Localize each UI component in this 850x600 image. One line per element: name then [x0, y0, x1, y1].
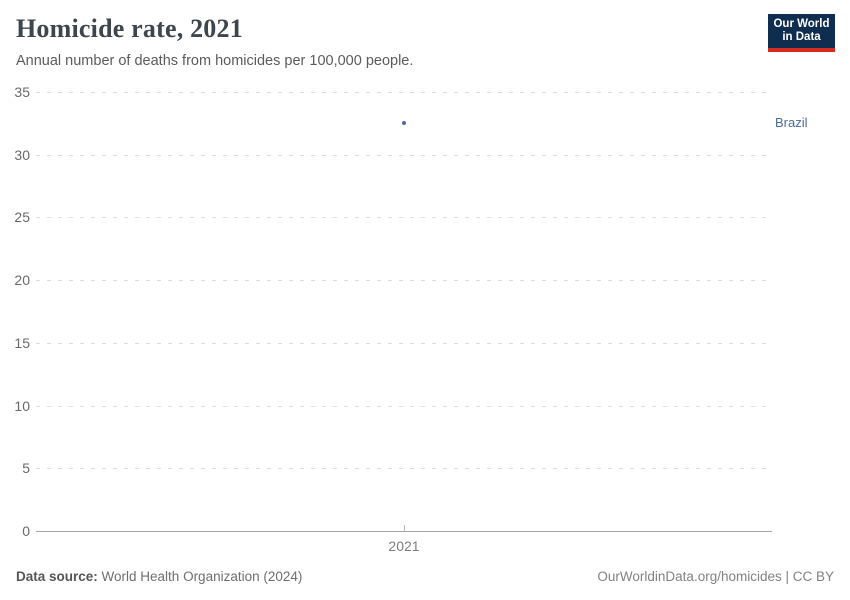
y-tick-label-15: 15 — [14, 334, 30, 351]
x-axis-tick — [404, 525, 405, 531]
chart-footer: Data source: World Health Organization (… — [16, 569, 834, 584]
gridline-10 — [36, 405, 772, 407]
y-tick-label-30: 30 — [14, 146, 30, 163]
data-source-note: Data source: World Health Organization (… — [16, 569, 302, 584]
gridline-20 — [36, 280, 772, 282]
y-tick-label-10: 10 — [14, 397, 30, 414]
y-tick-label-5: 5 — [22, 460, 30, 477]
entity-label-brazil[interactable]: Brazil — [775, 115, 808, 131]
gridline-30 — [36, 154, 772, 156]
data-source-value: World Health Organization (2024) — [97, 569, 303, 584]
y-tick-label-35: 35 — [14, 84, 30, 100]
gridline-15 — [36, 342, 772, 344]
y-tick-label-20: 20 — [14, 272, 30, 289]
license-credit-link[interactable]: OurWorldinData.org/homicides | CC BY — [597, 569, 834, 584]
gridline-25 — [36, 217, 772, 219]
gridline-0 — [36, 531, 772, 532]
gridline-35 — [36, 92, 772, 93]
owid-logo[interactable]: Our World in Data — [768, 14, 835, 52]
data-point-brazil[interactable] — [402, 121, 406, 126]
y-tick-label-0: 0 — [22, 523, 30, 539]
chart-title: Homicide rate, 2021 — [16, 14, 243, 43]
gridline-5 — [36, 468, 772, 470]
owid-logo-line2: in Data — [782, 31, 821, 43]
y-tick-label-25: 25 — [14, 209, 30, 226]
chart-subtitle: Annual number of deaths from homicides p… — [16, 53, 414, 69]
data-source-label: Data source: — [16, 569, 98, 584]
owid-logo-line1: Our World — [773, 18, 830, 30]
x-tick-label: 2021 — [388, 538, 420, 554]
